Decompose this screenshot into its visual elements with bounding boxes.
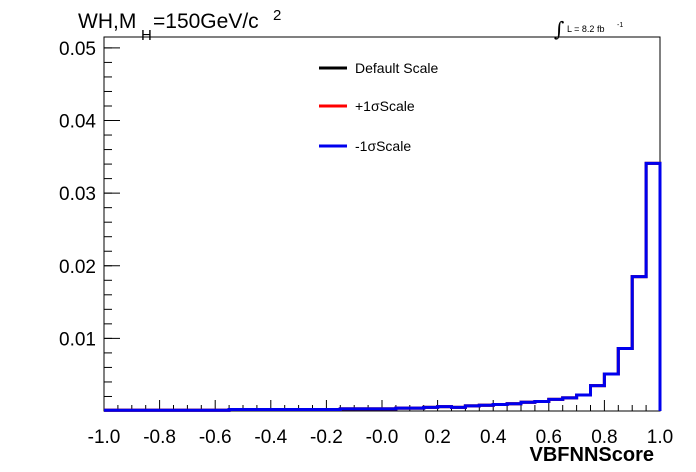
title-superscript: 2 (273, 7, 281, 24)
x-tick-label: -1.0 (88, 427, 121, 448)
title-subscript: H (141, 27, 152, 44)
title-rest: =150GeV/c (153, 10, 259, 33)
integral-sign: ∫ (554, 17, 564, 41)
legend-label-minus: -1σScale (355, 138, 411, 154)
luminosity-label: ∫ L = 8.2 fb -1 (554, 17, 623, 41)
y-axis: 0.01 0.02 0.03 0.04 0.05 (59, 39, 120, 397)
y-tick-label: 0.03 (59, 184, 96, 205)
y-tick-label: 0.02 (59, 257, 96, 278)
series-line-2 (104, 161, 662, 412)
legend-label-plus: +1σScale (355, 98, 415, 114)
lumi-superscript: -1 (617, 22, 623, 29)
chart-title: WH,M H =150GeV/c 2 (78, 7, 281, 44)
x-tick-label: -0.8 (143, 427, 176, 448)
y-tick-label: 0.01 (59, 329, 96, 350)
x-tick-label: 0.2 (424, 427, 450, 448)
series-layer (104, 161, 662, 412)
x-tick-label: 1.0 (647, 427, 673, 448)
y-tick-label: 0.05 (59, 39, 96, 60)
legend: Default Scale +1σScale -1σScale (319, 60, 438, 154)
x-tick-label: 0.6 (536, 427, 562, 448)
x-axis-label: VBFNNScore (530, 444, 654, 466)
x-tick-label: -0.2 (310, 427, 343, 448)
y-tick-label: 0.04 (59, 112, 96, 133)
title-main: WH,M (78, 10, 136, 33)
x-tick-label: 0.8 (591, 427, 617, 448)
legend-label-default: Default Scale (355, 60, 438, 76)
x-tick-label: -0.0 (366, 427, 399, 448)
x-tick-label: -0.6 (199, 427, 232, 448)
x-tick-label: 0.4 (480, 427, 507, 448)
lumi-text: L = 8.2 fb (567, 24, 604, 34)
x-tick-label: -0.4 (254, 427, 287, 448)
